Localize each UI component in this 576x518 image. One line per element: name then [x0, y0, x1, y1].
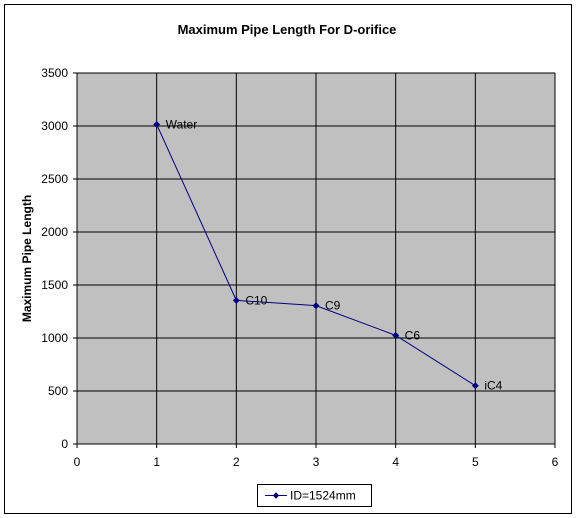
series-layer — [153, 120, 479, 390]
x-tick-label: 5 — [472, 455, 479, 469]
point-label: iC4 — [484, 379, 502, 393]
legend-entry: ID=1524mm — [290, 489, 356, 503]
x-tick-label: 0 — [74, 455, 81, 469]
point-label: C9 — [325, 299, 341, 313]
legend: ID=1524mm — [257, 484, 372, 507]
x-tick-label: 4 — [392, 455, 399, 469]
point-labels: Water C10 C9 C6 iC4 — [166, 117, 503, 392]
y-tick-label: 2000 — [41, 225, 68, 239]
legend-marker — [272, 492, 280, 499]
y-tick-label: 1000 — [41, 331, 68, 345]
axes — [73, 72, 556, 448]
x-tick-label: 2 — [233, 455, 240, 469]
point-label: Water — [166, 117, 198, 131]
y-axis-label: Maximum Pipe Length — [20, 195, 34, 322]
y-tick-label: 1500 — [41, 278, 68, 292]
data-point — [153, 120, 161, 128]
y-tick-label: 3000 — [41, 119, 68, 133]
point-label: C10 — [245, 293, 267, 307]
data-point — [392, 331, 400, 339]
x-tick-label: 1 — [153, 455, 160, 469]
legend-box — [257, 484, 372, 507]
y-tick-label: 2500 — [41, 172, 68, 186]
y-tick-label: 500 — [48, 384, 68, 398]
x-tick-label: 6 — [552, 455, 559, 469]
y-tick-label: 0 — [61, 437, 68, 451]
data-point — [471, 382, 479, 390]
tick-labels: 0 500 1000 1500 2000 2500 3000 3500 0 1 2 3 4 5 6 — [41, 66, 558, 469]
data-point — [232, 296, 240, 304]
y-tick-label: 3500 — [41, 66, 68, 80]
data-point — [312, 302, 320, 310]
x-tick-label: 3 — [313, 455, 320, 469]
point-label: C6 — [405, 328, 421, 342]
chart-title: Maximum Pipe Length For D-orifice — [178, 22, 397, 37]
